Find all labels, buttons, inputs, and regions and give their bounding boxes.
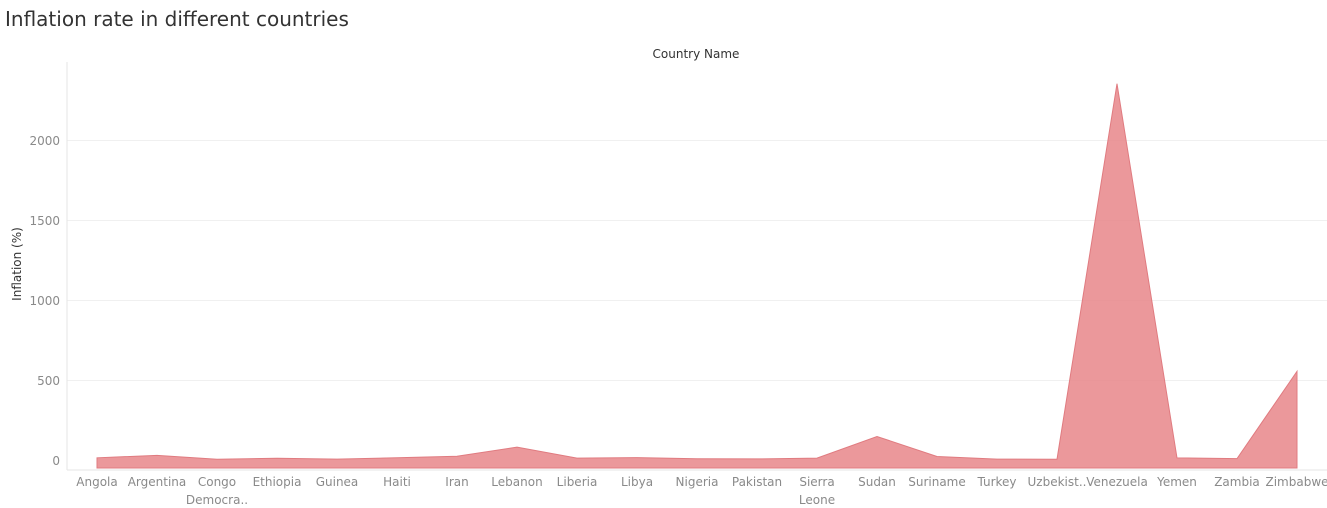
x-tick-label: Iran [445,475,468,489]
data-point [995,457,999,461]
x-tick-label: Zimbabwe [1265,475,1327,489]
y-tick-label: 1500 [29,214,60,228]
x-tick-label: Sierra Leone [799,475,835,507]
y-tick-labels: 0 500 1000 1500 2000 [29,134,60,468]
x-tick-label: Zambia [1214,475,1260,489]
x-tick-label: Guinea [316,475,359,489]
x-tick-label: Haiti [383,475,411,489]
x-tick-label: Ethiopia [253,475,302,489]
x-tick-labels: Angola Argentina Congo Democra.. Ethiopia Gui… [76,475,1327,507]
chart-title: Inflation rate in different countries [5,7,349,31]
x-tick-label: Argentina [128,475,187,489]
data-point [815,456,819,460]
data-point [395,456,399,460]
x-axis-title: Country Name [653,47,740,61]
y-tick-label: 2000 [29,134,60,148]
x-tick-label: Nigeria [676,475,719,489]
data-point [755,457,759,461]
data-point [515,445,519,449]
axis-layer [66,62,1327,471]
y-tick-label: 1000 [29,294,60,308]
x-tick-label: Lebanon [491,475,542,489]
x-tick-label: Turkey [976,475,1016,489]
data-point [935,455,939,459]
data-point [1175,456,1179,460]
x-tick-label: Congo Democra.. [186,475,248,507]
x-tick-label: Sudan [858,475,896,489]
area-layer [95,82,1299,469]
data-point [1295,369,1299,373]
data-point [95,456,99,460]
inflation-area [96,83,1298,469]
data-point [275,456,279,460]
y-tick-label: 500 [37,374,60,388]
data-point [455,454,459,458]
y-axis-title: Inflation (%) [10,227,24,301]
data-point [1055,457,1059,461]
x-tick-label: Uzbekist.. [1028,475,1087,489]
x-tick-label: Liberia [557,475,598,489]
x-tick-label: Libya [621,475,653,489]
data-point [875,435,879,439]
x-tick-label: Suriname [908,475,966,489]
data-point [695,457,699,461]
data-point [155,453,159,457]
y-tick-label: 0 [52,454,60,468]
data-point [575,456,579,460]
x-tick-label: Pakistan [732,475,782,489]
x-tick-label: Yemen [1156,475,1197,489]
data-point [335,457,339,461]
data-point [215,457,219,461]
data-point [1235,457,1239,461]
data-point [635,456,639,460]
data-point [1115,82,1119,86]
x-tick-label: Venezuela [1086,475,1148,489]
x-tick-label: Angola [76,475,117,489]
